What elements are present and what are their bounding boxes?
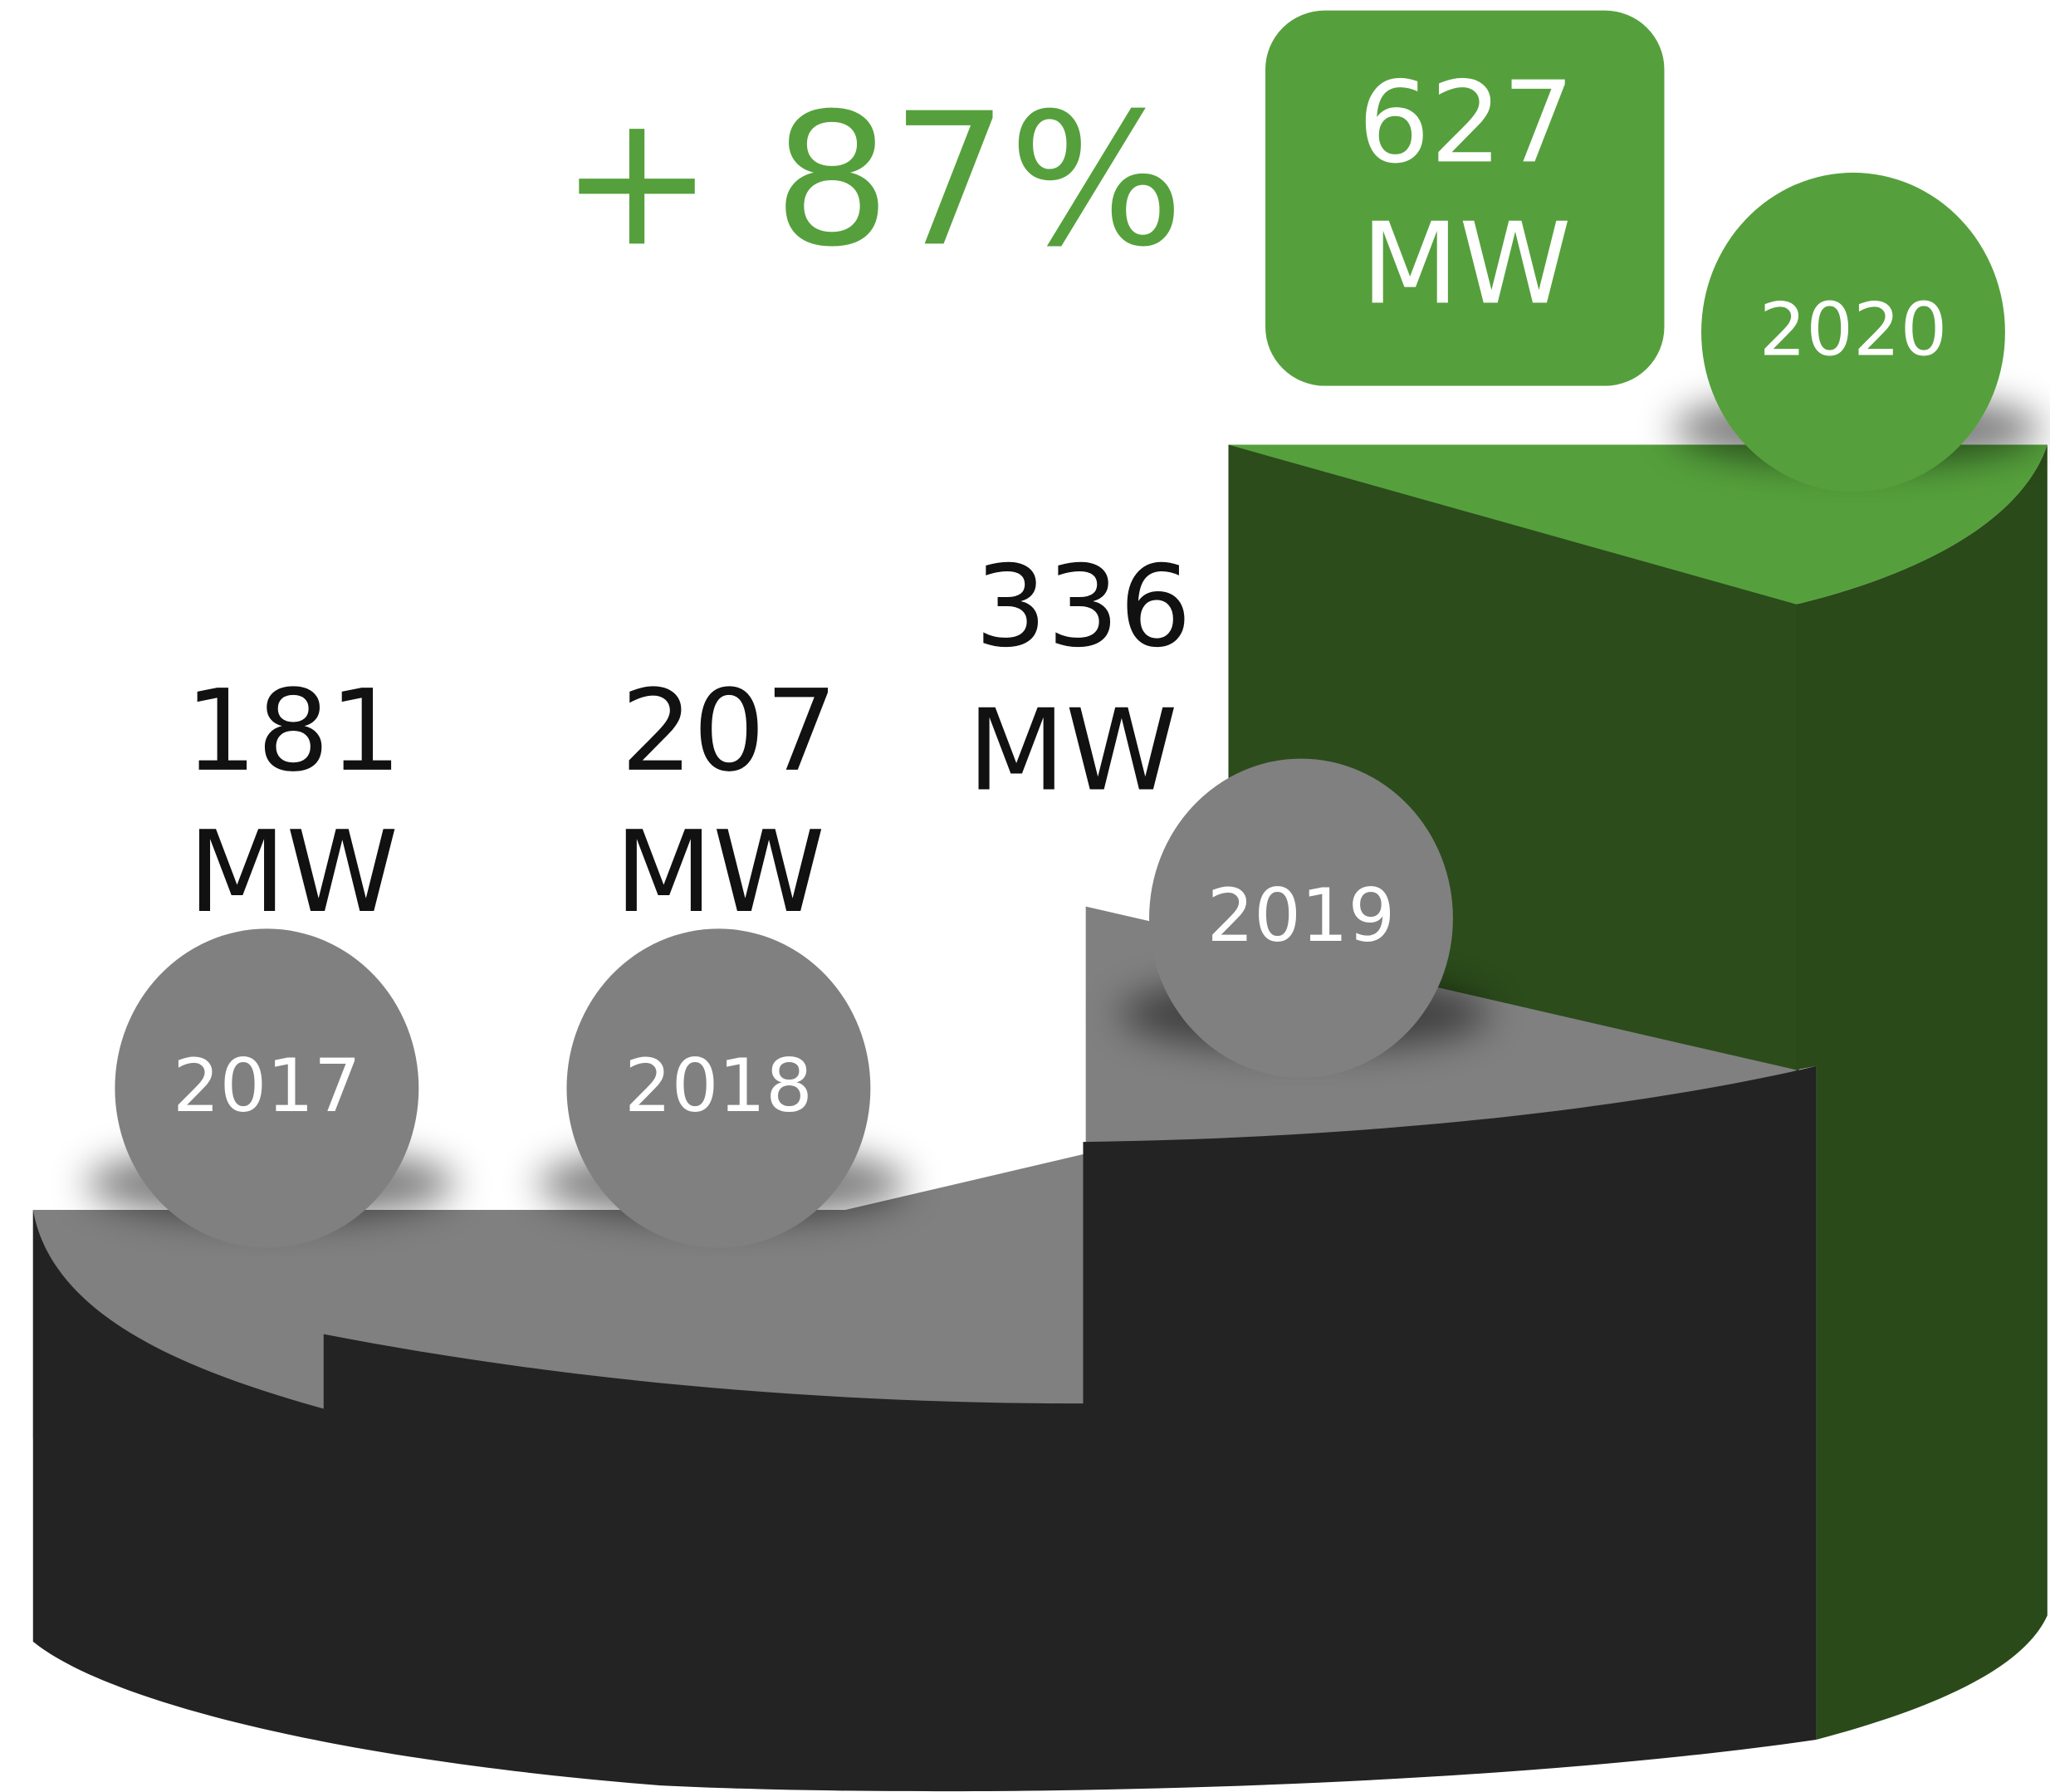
- unit: MW: [614, 808, 824, 938]
- year: 2018: [624, 1043, 813, 1129]
- year: 2017: [173, 1043, 361, 1129]
- base-front: [32, 1065, 1817, 1792]
- highlight-box: [1265, 10, 1665, 386]
- unit: MW: [1361, 199, 1571, 330]
- year: 2019: [1207, 874, 1396, 959]
- value: 181: [185, 667, 402, 797]
- pillar-side: [1796, 444, 2048, 1740]
- value: 336: [975, 542, 1191, 673]
- value: 627: [1358, 58, 1574, 189]
- unit: MW: [967, 686, 1177, 816]
- value: 207: [621, 667, 838, 797]
- year-circle: [566, 928, 871, 1248]
- year-circle: [115, 928, 419, 1248]
- unit: MW: [188, 808, 399, 938]
- year-circle: [1149, 758, 1453, 1078]
- headline: + 87%: [560, 74, 1184, 287]
- year-circle: [1701, 172, 2005, 492]
- year: 2020: [1759, 287, 1948, 373]
